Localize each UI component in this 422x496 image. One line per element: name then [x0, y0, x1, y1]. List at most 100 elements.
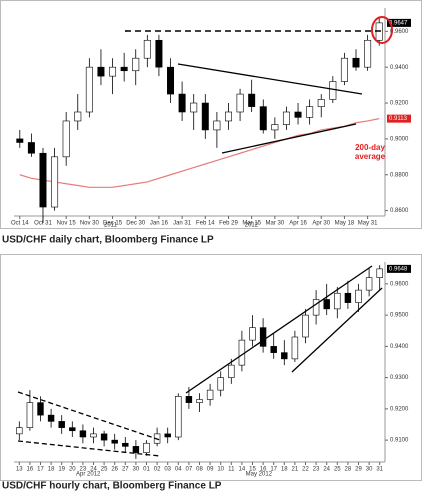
last-price-label: 0.9647 — [389, 20, 408, 26]
x-tick-label: Nov 15 — [57, 221, 77, 227]
annotation: average — [355, 152, 386, 161]
candle-body — [167, 66, 175, 95]
candle-body — [344, 292, 352, 303]
x-tick-label: 30 — [366, 467, 373, 473]
candle-body — [155, 39, 163, 68]
x-tick-label: 11 — [228, 467, 235, 473]
candle-body — [340, 57, 348, 82]
last-price-box — [387, 264, 411, 273]
y-tick-label: 0.9600 — [390, 281, 409, 287]
candle-body — [47, 414, 55, 422]
candle-body — [185, 396, 193, 403]
x-tick-label: 24 — [90, 467, 97, 473]
candle-body — [206, 389, 214, 400]
candle-body — [39, 152, 47, 208]
candle-body — [376, 268, 383, 278]
caption: USD/CHF daily chart, Bloomberg Finance L… — [2, 235, 214, 246]
x-tick-label: Mar 30 — [266, 221, 285, 227]
x-tick-label: Dec 30 — [126, 221, 146, 227]
candle-body — [259, 106, 267, 131]
candle-body — [352, 57, 360, 68]
candle-body — [238, 339, 246, 366]
candle-body — [213, 120, 221, 131]
candle-body — [100, 433, 108, 441]
candle-body — [90, 433, 97, 438]
candle-body — [329, 81, 337, 100]
candle-body — [317, 99, 325, 107]
x-tick-label: 29 — [355, 467, 362, 473]
x-tick-label: 21 — [292, 467, 299, 473]
candle-body — [164, 433, 171, 438]
x-tick-label: 07 — [186, 467, 193, 473]
candle-body — [132, 57, 140, 72]
ma-price-box — [387, 114, 411, 123]
candle-body — [271, 124, 279, 131]
period-label: 2012 — [245, 223, 259, 229]
x-tick-label: 18 — [48, 467, 55, 473]
x-tick-label: 31 — [376, 467, 383, 473]
candle-body — [132, 446, 140, 453]
candle-body — [249, 327, 256, 341]
candle-body — [196, 399, 203, 403]
y-tick-label: 0.9500 — [390, 313, 409, 319]
candle-body — [259, 327, 267, 347]
candle-body — [97, 66, 105, 77]
candle-body — [79, 430, 87, 438]
x-tick-label: 23 — [313, 467, 320, 473]
x-tick-label: 27 — [122, 467, 129, 473]
x-tick-label: Feb 29 — [219, 221, 238, 227]
candle-body — [143, 442, 150, 453]
x-tick-label: 25 — [101, 467, 108, 473]
y-tick-label: 0.9000 — [390, 136, 409, 142]
frame — [0, 254, 422, 481]
x-tick-label: 18 — [281, 467, 288, 473]
y-tick-label: 0.8800 — [390, 172, 409, 178]
candle-body — [365, 277, 373, 291]
caption: USD/CHF hourly chart, Bloomberg Finance … — [2, 481, 222, 492]
candle-body — [236, 93, 244, 113]
x-tick-label: Oct 14 — [11, 221, 29, 227]
candle-body — [85, 66, 93, 113]
x-tick-label: Feb 14 — [196, 221, 215, 227]
candle-body — [224, 111, 232, 122]
period-label: 2011 — [104, 223, 118, 229]
candle-body — [37, 402, 44, 416]
y-tick-label: 0.9100 — [390, 438, 409, 444]
candle-body — [270, 346, 277, 353]
candle-body — [175, 396, 182, 438]
frame — [0, 0, 422, 229]
highlight-circle — [371, 16, 393, 44]
candle-body — [291, 336, 299, 360]
x-tick-label: Apr 16 — [289, 221, 307, 227]
x-tick-label: 08 — [196, 467, 203, 473]
annotation: 200-day — [355, 143, 385, 152]
x-tick-label: 20 — [69, 467, 76, 473]
ma-price-label: 0.9113 — [389, 116, 408, 122]
x-tick-label: 14 — [239, 467, 246, 473]
candle-body — [109, 66, 117, 77]
last-price-box — [387, 18, 411, 27]
candle-body — [306, 106, 314, 118]
x-tick-label: Jan 16 — [150, 221, 169, 227]
x-tick-label: May 18 — [335, 221, 355, 227]
x-tick-label: 17 — [37, 467, 44, 473]
y-tick-label: 0.9200 — [390, 406, 409, 412]
chart-daily: 0.8600 0.8800 0.9000 0.9200 0.9400 0.9600 Oct … — [2, 8, 411, 246]
candle-body — [334, 292, 341, 310]
candle-body — [74, 111, 82, 122]
candle-body — [355, 289, 362, 303]
x-tick-label: Dec 15 — [103, 221, 123, 227]
candle-body — [16, 427, 23, 435]
x-tick-label: 30 — [133, 467, 140, 473]
candle-body — [248, 93, 256, 107]
candle-body — [58, 421, 65, 428]
x-tick-label: 16 — [27, 467, 34, 473]
x-tick-label: Oct 31 — [34, 221, 52, 227]
x-tick-label: 10 — [217, 467, 224, 473]
candle-body — [122, 442, 129, 447]
x-tick-label: 28 — [345, 467, 352, 473]
candle-body — [294, 111, 302, 118]
x-tick-label: 22 — [302, 467, 309, 473]
candle-body — [323, 299, 330, 310]
